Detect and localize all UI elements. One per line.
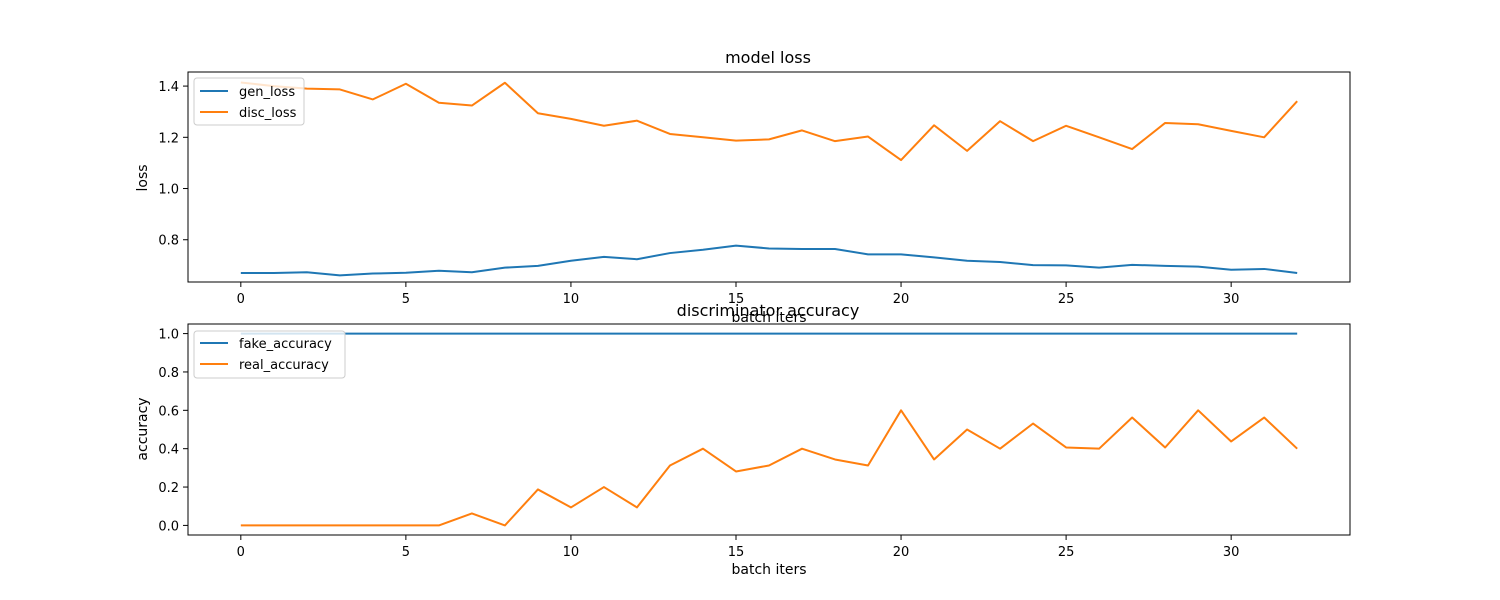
x-tick-label: 5: [402, 292, 410, 307]
x-tick-label: 25: [1058, 292, 1075, 307]
y-tick-label: 0.8: [158, 234, 179, 249]
accuracy-chart-x-label: batch iters: [731, 562, 806, 578]
y-tick-label: 0.2: [158, 481, 179, 496]
x-tick-label: 30: [1223, 292, 1240, 307]
loss-chart-lines: [240, 81, 1298, 277]
legend-label-fake-accuracy: fake_accuracy: [239, 337, 332, 352]
legend-label-disc-loss: disc_loss: [239, 106, 297, 121]
y-tick-label: 0.6: [158, 404, 179, 419]
x-tick-label: 10: [563, 292, 580, 307]
x-tick-label: 20: [893, 545, 910, 560]
accuracy-chart-y-axis: 0.0 0.2 0.4 0.6 0.8 1.0: [158, 328, 188, 534]
loss-chart-panel: 0 5 10 15 20 25 30 0.8 1.0 1.2 1.4 model loss bat…: [135, 48, 1351, 326]
loss-series-gen-loss-line: [240, 244, 1298, 277]
y-tick-label: 1.4: [158, 80, 179, 95]
y-tick-label: 1.2: [158, 131, 179, 146]
x-tick-label: 0: [237, 545, 245, 560]
loss-chart-frame: [187, 71, 1351, 283]
x-tick-label: 25: [1058, 545, 1075, 560]
loss-series-disc-loss-line: [240, 81, 1298, 162]
accuracy-chart-x-axis: 0 5 10 15 20 25 30: [237, 535, 1240, 560]
legend-label-real-accuracy: real_accuracy: [239, 358, 329, 373]
y-tick-label: 0.0: [158, 519, 179, 534]
legend-box: [193, 77, 305, 126]
x-tick-label: 30: [1223, 545, 1240, 560]
loss-chart-x-label: batch iters: [731, 310, 806, 326]
accuracy-chart-legend: fake_accuracy real_accuracy: [193, 330, 346, 379]
y-tick-label: 1.0: [158, 183, 179, 198]
loss-chart-legend: gen_loss disc_loss: [193, 77, 305, 126]
accuracy-chart-frame: [187, 323, 1351, 536]
loss-chart-y-axis: 0.8 1.0 1.2 1.4: [158, 80, 188, 249]
accuracy-chart-panel: 0 5 10 15 20 25 30 0.0 0.2 0.4 0.6 0.8 1.0 discrimi…: [135, 301, 1351, 578]
accuracy-chart-y-label: accuracy: [135, 397, 151, 460]
accuracy-series-real-accuracy-line: [240, 409, 1298, 527]
x-tick-label: 15: [728, 292, 745, 307]
x-tick-label: 20: [893, 292, 910, 307]
y-tick-label: 1.0: [158, 328, 179, 343]
loss-chart-x-axis: 0 5 10 15 20 25 30: [237, 282, 1240, 307]
y-tick-label: 0.4: [158, 443, 179, 458]
accuracy-chart-title: discriminator accuracy: [677, 301, 860, 320]
accuracy-chart-lines: [240, 332, 1298, 527]
y-tick-label: 0.8: [158, 366, 179, 381]
x-tick-label: 5: [402, 545, 410, 560]
loss-chart-y-label: loss: [135, 164, 151, 191]
loss-chart-title: model loss: [725, 48, 811, 67]
x-tick-label: 15: [728, 545, 745, 560]
x-tick-label: 0: [237, 292, 245, 307]
x-tick-label: 10: [563, 545, 580, 560]
legend-label-gen-loss: gen_loss: [239, 85, 295, 100]
legend-box: [193, 330, 346, 379]
